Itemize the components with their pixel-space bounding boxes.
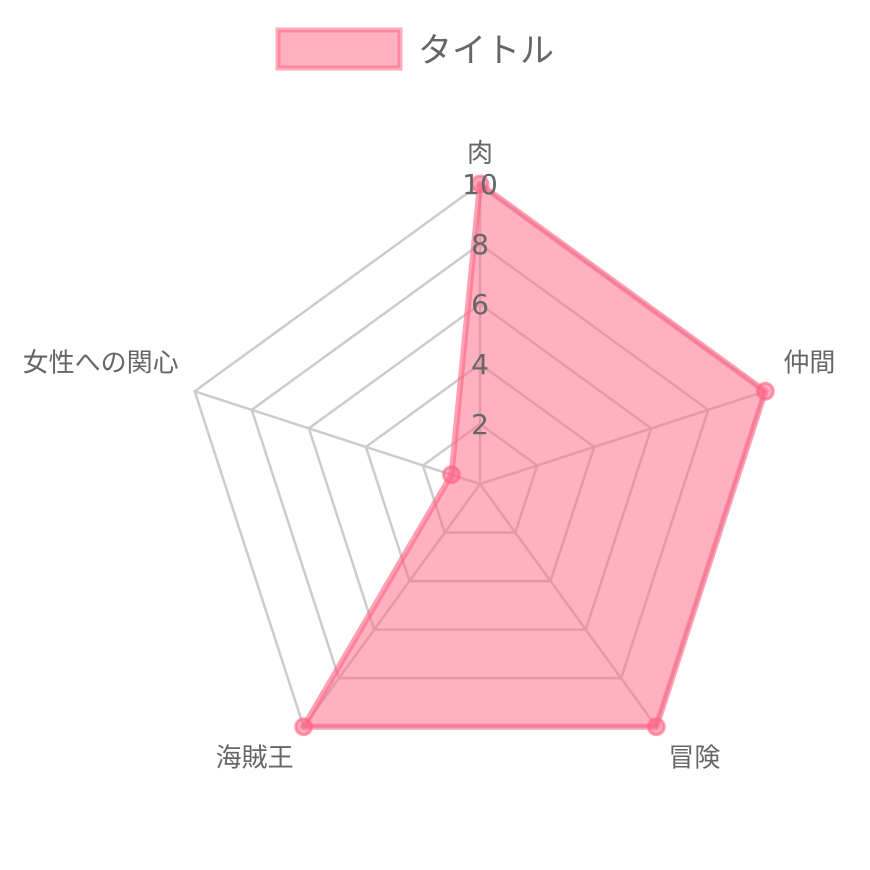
axis-label-adventure: 冒険: [668, 744, 720, 774]
data-points: [294, 174, 775, 737]
tick-label-2: 2: [471, 408, 489, 441]
tick-labels: 2 4 6 8 10: [462, 168, 498, 441]
data-point-0-1: [755, 381, 775, 401]
axis-label-meat: 肉: [467, 139, 493, 169]
spoke-4: [194, 390, 481, 486]
data-point-0-3: [294, 717, 314, 737]
tick-label-6: 6: [471, 288, 489, 321]
tick-label-4: 4: [471, 348, 489, 381]
series-layer: [300, 181, 769, 730]
tick-label-8: 8: [471, 228, 489, 261]
legend-label[interactable]: タイトル: [418, 31, 554, 71]
tick-label-10: 10: [462, 168, 498, 201]
data-point-0-2: [646, 717, 666, 737]
legend[interactable]: タイトル: [275, 27, 554, 71]
axis-labels: 肉 仲間 冒険 海賊王 女性への関心: [23, 139, 836, 774]
series-area-0: [300, 181, 769, 730]
data-point-0-0: [470, 174, 490, 194]
data-point-0-4: [441, 465, 461, 485]
axis-label-nakama: 仲間: [783, 348, 835, 378]
legend-swatch[interactable]: [275, 27, 403, 71]
axis-label-interest-in-women: 女性への関心: [23, 348, 179, 378]
axis-label-pirate-king: 海賊王: [216, 744, 294, 774]
